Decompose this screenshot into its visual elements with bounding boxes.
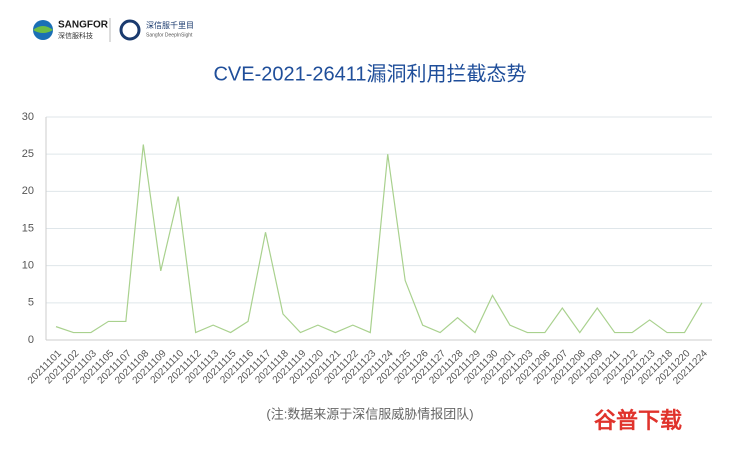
- y-tick-label: 10: [22, 260, 34, 272]
- line: [55, 144, 703, 334]
- y-tick-label: 25: [22, 148, 34, 160]
- chart-title: CVE-2021-26411漏洞利用拦截态势: [213, 62, 526, 85]
- y-tick-label: 5: [28, 297, 34, 309]
- brand-sub: 深信服科技: [58, 31, 93, 40]
- brand: SANGFOR: [58, 20, 109, 31]
- y-tick-label: 20: [22, 185, 34, 197]
- y-tick-label: 15: [22, 222, 34, 234]
- y-tick-label: 0: [28, 334, 34, 346]
- product-logo: [119, 19, 141, 41]
- footnote: (注:数据来源于深信服威胁情报团队): [266, 406, 473, 421]
- brand-logo-swoosh: [33, 26, 53, 33]
- y-tick-label: 30: [22, 111, 34, 123]
- product-sub: Sangfor DeepInSight: [146, 32, 193, 38]
- product: 深信服千里目: [146, 20, 194, 30]
- watermark: 谷普下载: [594, 408, 682, 433]
